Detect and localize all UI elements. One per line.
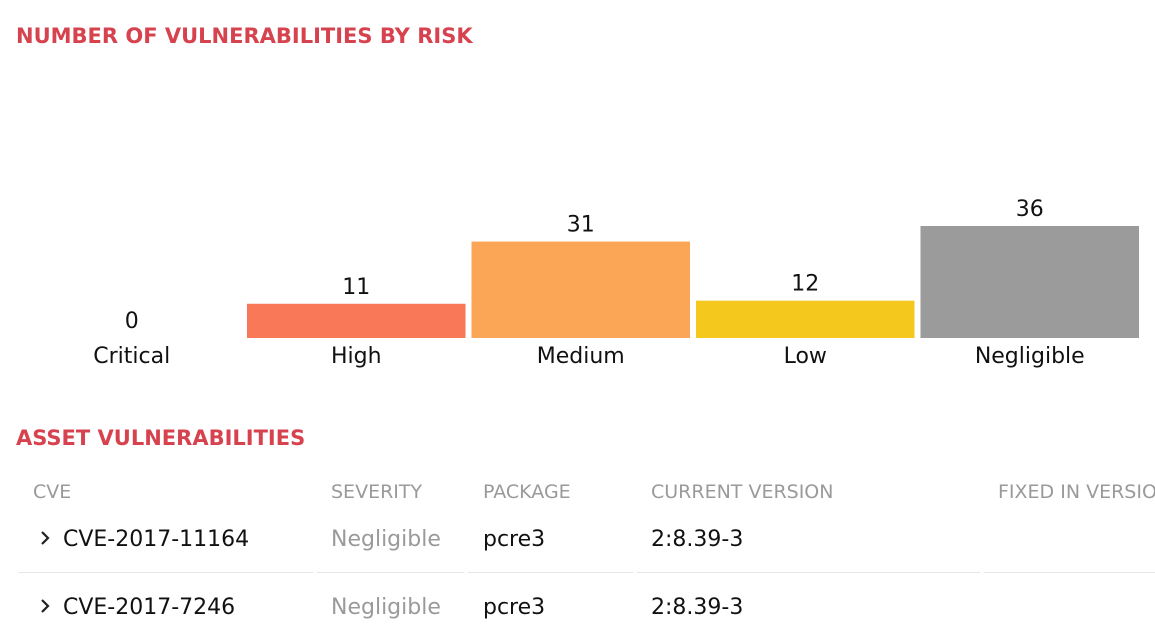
category-label: Medium <box>537 344 625 369</box>
category-label: Low <box>784 344 827 369</box>
expand-arrow[interactable] <box>39 598 51 614</box>
table-cell: Negligible <box>331 527 441 552</box>
row-separator <box>317 572 464 573</box>
expand-arrow[interactable] <box>39 530 51 546</box>
column-header: FIXED IN VERSION <box>998 481 1155 503</box>
table-cell: CVE-2017-11164 <box>63 527 250 552</box>
column-header: CURRENT VERSION <box>651 481 834 503</box>
table-cell: 2:8.39-3 <box>651 595 744 620</box>
row-separator <box>984 572 1155 573</box>
table-cell: 2:8.39-3 <box>651 527 744 552</box>
column-header: PACKAGE <box>483 481 571 503</box>
category-label: High <box>331 344 382 369</box>
bar <box>696 300 915 338</box>
table-cell: Negligible <box>331 595 441 620</box>
table-title: ASSET VULNERABILITIES <box>16 426 306 450</box>
row-separator <box>18 572 313 573</box>
column-header: CVE <box>33 481 72 503</box>
column-header: SEVERITY <box>331 481 423 503</box>
chevron <box>41 599 50 613</box>
table-cell: pcre3 <box>483 527 546 552</box>
table-cell: pcre3 <box>483 595 546 620</box>
row-separator <box>468 572 633 573</box>
table-cell: CVE-2017-7246 <box>63 595 236 620</box>
value-label: 11 <box>342 275 370 300</box>
bar <box>471 241 690 338</box>
chart: 0 Critical 11 High 31 Medium 12 Low 36 Negligible <box>93 197 1139 369</box>
bar <box>920 226 1139 338</box>
row-separator <box>637 572 980 573</box>
value-label: 31 <box>567 213 595 238</box>
category-label: Negligible <box>975 344 1085 369</box>
value-label: 12 <box>791 272 819 297</box>
category-label: Critical <box>93 344 170 369</box>
value-label: 36 <box>1016 197 1044 222</box>
chevron <box>41 531 50 545</box>
value-label: 0 <box>125 309 139 334</box>
bar <box>247 303 466 338</box>
chart-title: NUMBER OF VULNERABILITIES BY RISK <box>16 24 473 48</box>
